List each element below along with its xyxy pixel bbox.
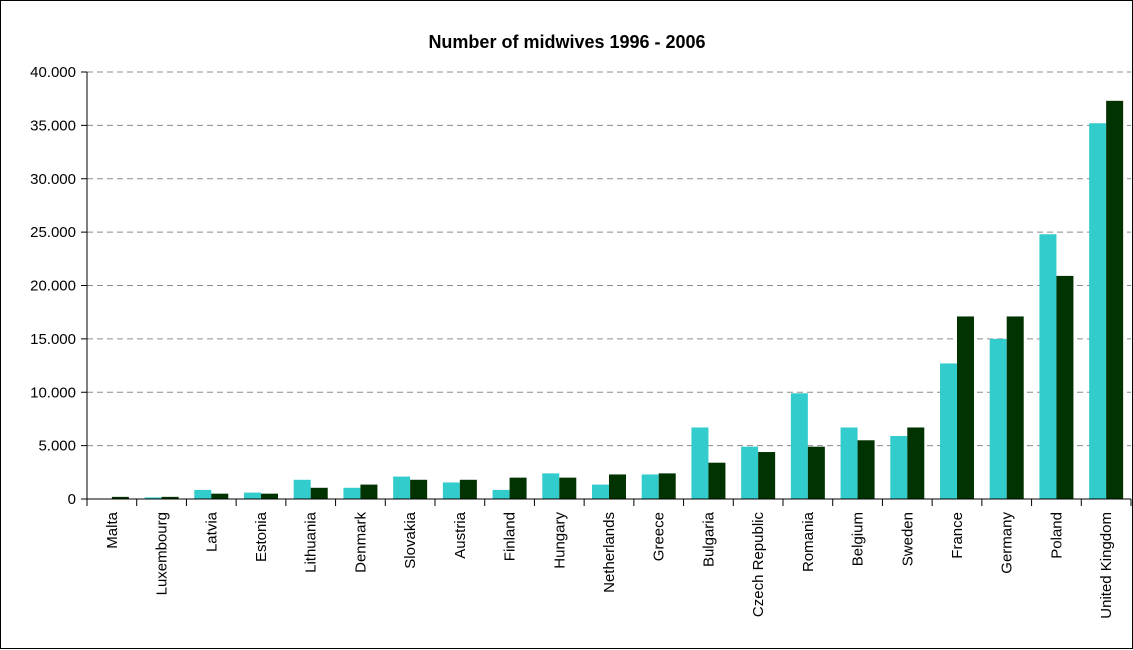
x-tick-label: Malta: [104, 511, 121, 548]
bar-series-1: [890, 436, 908, 499]
y-tick-label: 30.000: [30, 171, 76, 188]
x-tick-label: France: [949, 512, 966, 559]
y-tick-label: 5.000: [38, 438, 76, 455]
bar-series-2: [459, 479, 477, 499]
bars: [111, 100, 1124, 500]
bar-series-1: [1039, 234, 1057, 499]
bar-series-2: [559, 477, 577, 499]
bar-series-1: [492, 489, 510, 499]
bar-series-2: [211, 493, 229, 499]
x-tick-label: Estonia: [253, 511, 270, 562]
bar-series-2: [261, 493, 278, 499]
x-tick-label: Lithuania: [303, 511, 320, 573]
y-tick-label: 25.000: [30, 224, 76, 241]
bar-series-1: [790, 393, 808, 499]
bar-series-1: [194, 489, 212, 499]
y-tick-label: 20.000: [30, 278, 76, 295]
x-tick-label: United Kingdom: [1098, 512, 1115, 619]
bar-series-2: [410, 479, 428, 499]
bar-series-2: [708, 462, 726, 499]
x-tick-label: Slovakia: [402, 511, 419, 568]
bar-series-1: [592, 484, 609, 499]
bar-series-1: [641, 474, 659, 499]
x-tick-label: Finland: [502, 512, 519, 561]
bar-series-1: [1089, 123, 1107, 500]
bar-series-2: [1056, 275, 1074, 499]
bar-series-2: [111, 496, 129, 499]
bar-series-2: [658, 473, 676, 499]
chart-title: Number of midwives 1996 - 2006: [428, 32, 705, 52]
x-tick-label: Czech Republic: [750, 512, 767, 618]
bar-series-2: [609, 474, 626, 499]
bar-series-2: [360, 484, 378, 499]
x-tick-label: Sweden: [899, 512, 916, 566]
x-tick-label: Poland: [1048, 512, 1065, 559]
bar-series-1: [293, 479, 311, 499]
bar-series-2: [310, 487, 328, 499]
x-tick-label: Bulgaria: [700, 511, 717, 567]
bar-series-1: [244, 492, 261, 499]
y-tick-label: 15.000: [30, 331, 76, 348]
y-axis-ticks: 0 5.000 10.000 15.000 20.000 25.000 30.000 35.0…: [30, 64, 76, 508]
bar-series-2: [509, 477, 527, 499]
grid-lines: [87, 71, 1131, 447]
bar-series-1: [840, 427, 858, 499]
bar-series-2: [857, 440, 875, 499]
bar-series-1: [741, 446, 759, 499]
bar-series-1: [144, 497, 162, 499]
x-tick-label: Hungary: [551, 512, 568, 569]
bar-series-2: [1006, 316, 1024, 499]
bar-series-2: [758, 452, 776, 499]
axes: [81, 71, 1132, 506]
x-axis-ticks: Malta Luxembourg Latvia Estonia Lithuania Den…: [104, 511, 1115, 618]
bar-series-2: [807, 446, 825, 499]
y-tick-label: 35.000: [30, 117, 76, 134]
x-tick-label: Greece: [651, 512, 668, 561]
x-tick-label: Latvia: [203, 511, 220, 552]
x-tick-label: Denmark: [352, 512, 369, 573]
x-tick-label: Belgium: [850, 512, 867, 566]
bar-series-1: [393, 476, 411, 499]
x-tick-label: Luxembourg: [154, 512, 171, 595]
bar-series-2: [907, 427, 925, 499]
bar-series-2: [1106, 100, 1124, 499]
x-tick-label: Romania: [800, 511, 817, 572]
bar-series-2: [161, 496, 179, 499]
bar-series-1: [343, 487, 361, 499]
bar-series-1: [442, 482, 460, 499]
bar-series-1: [940, 363, 957, 499]
y-tick-label: 40.000: [30, 64, 76, 81]
bar-series-1: [989, 338, 1007, 499]
y-tick-label: 10.000: [30, 384, 76, 401]
bar-series-1: [691, 427, 709, 499]
bar-series-1: [542, 473, 560, 499]
x-tick-label: Germany: [999, 512, 1016, 574]
x-tick-label: Netherlands: [601, 512, 618, 593]
y-tick-label: 0: [68, 491, 76, 508]
x-tick-label: Austria: [452, 511, 469, 558]
bar-series-2: [957, 316, 974, 499]
